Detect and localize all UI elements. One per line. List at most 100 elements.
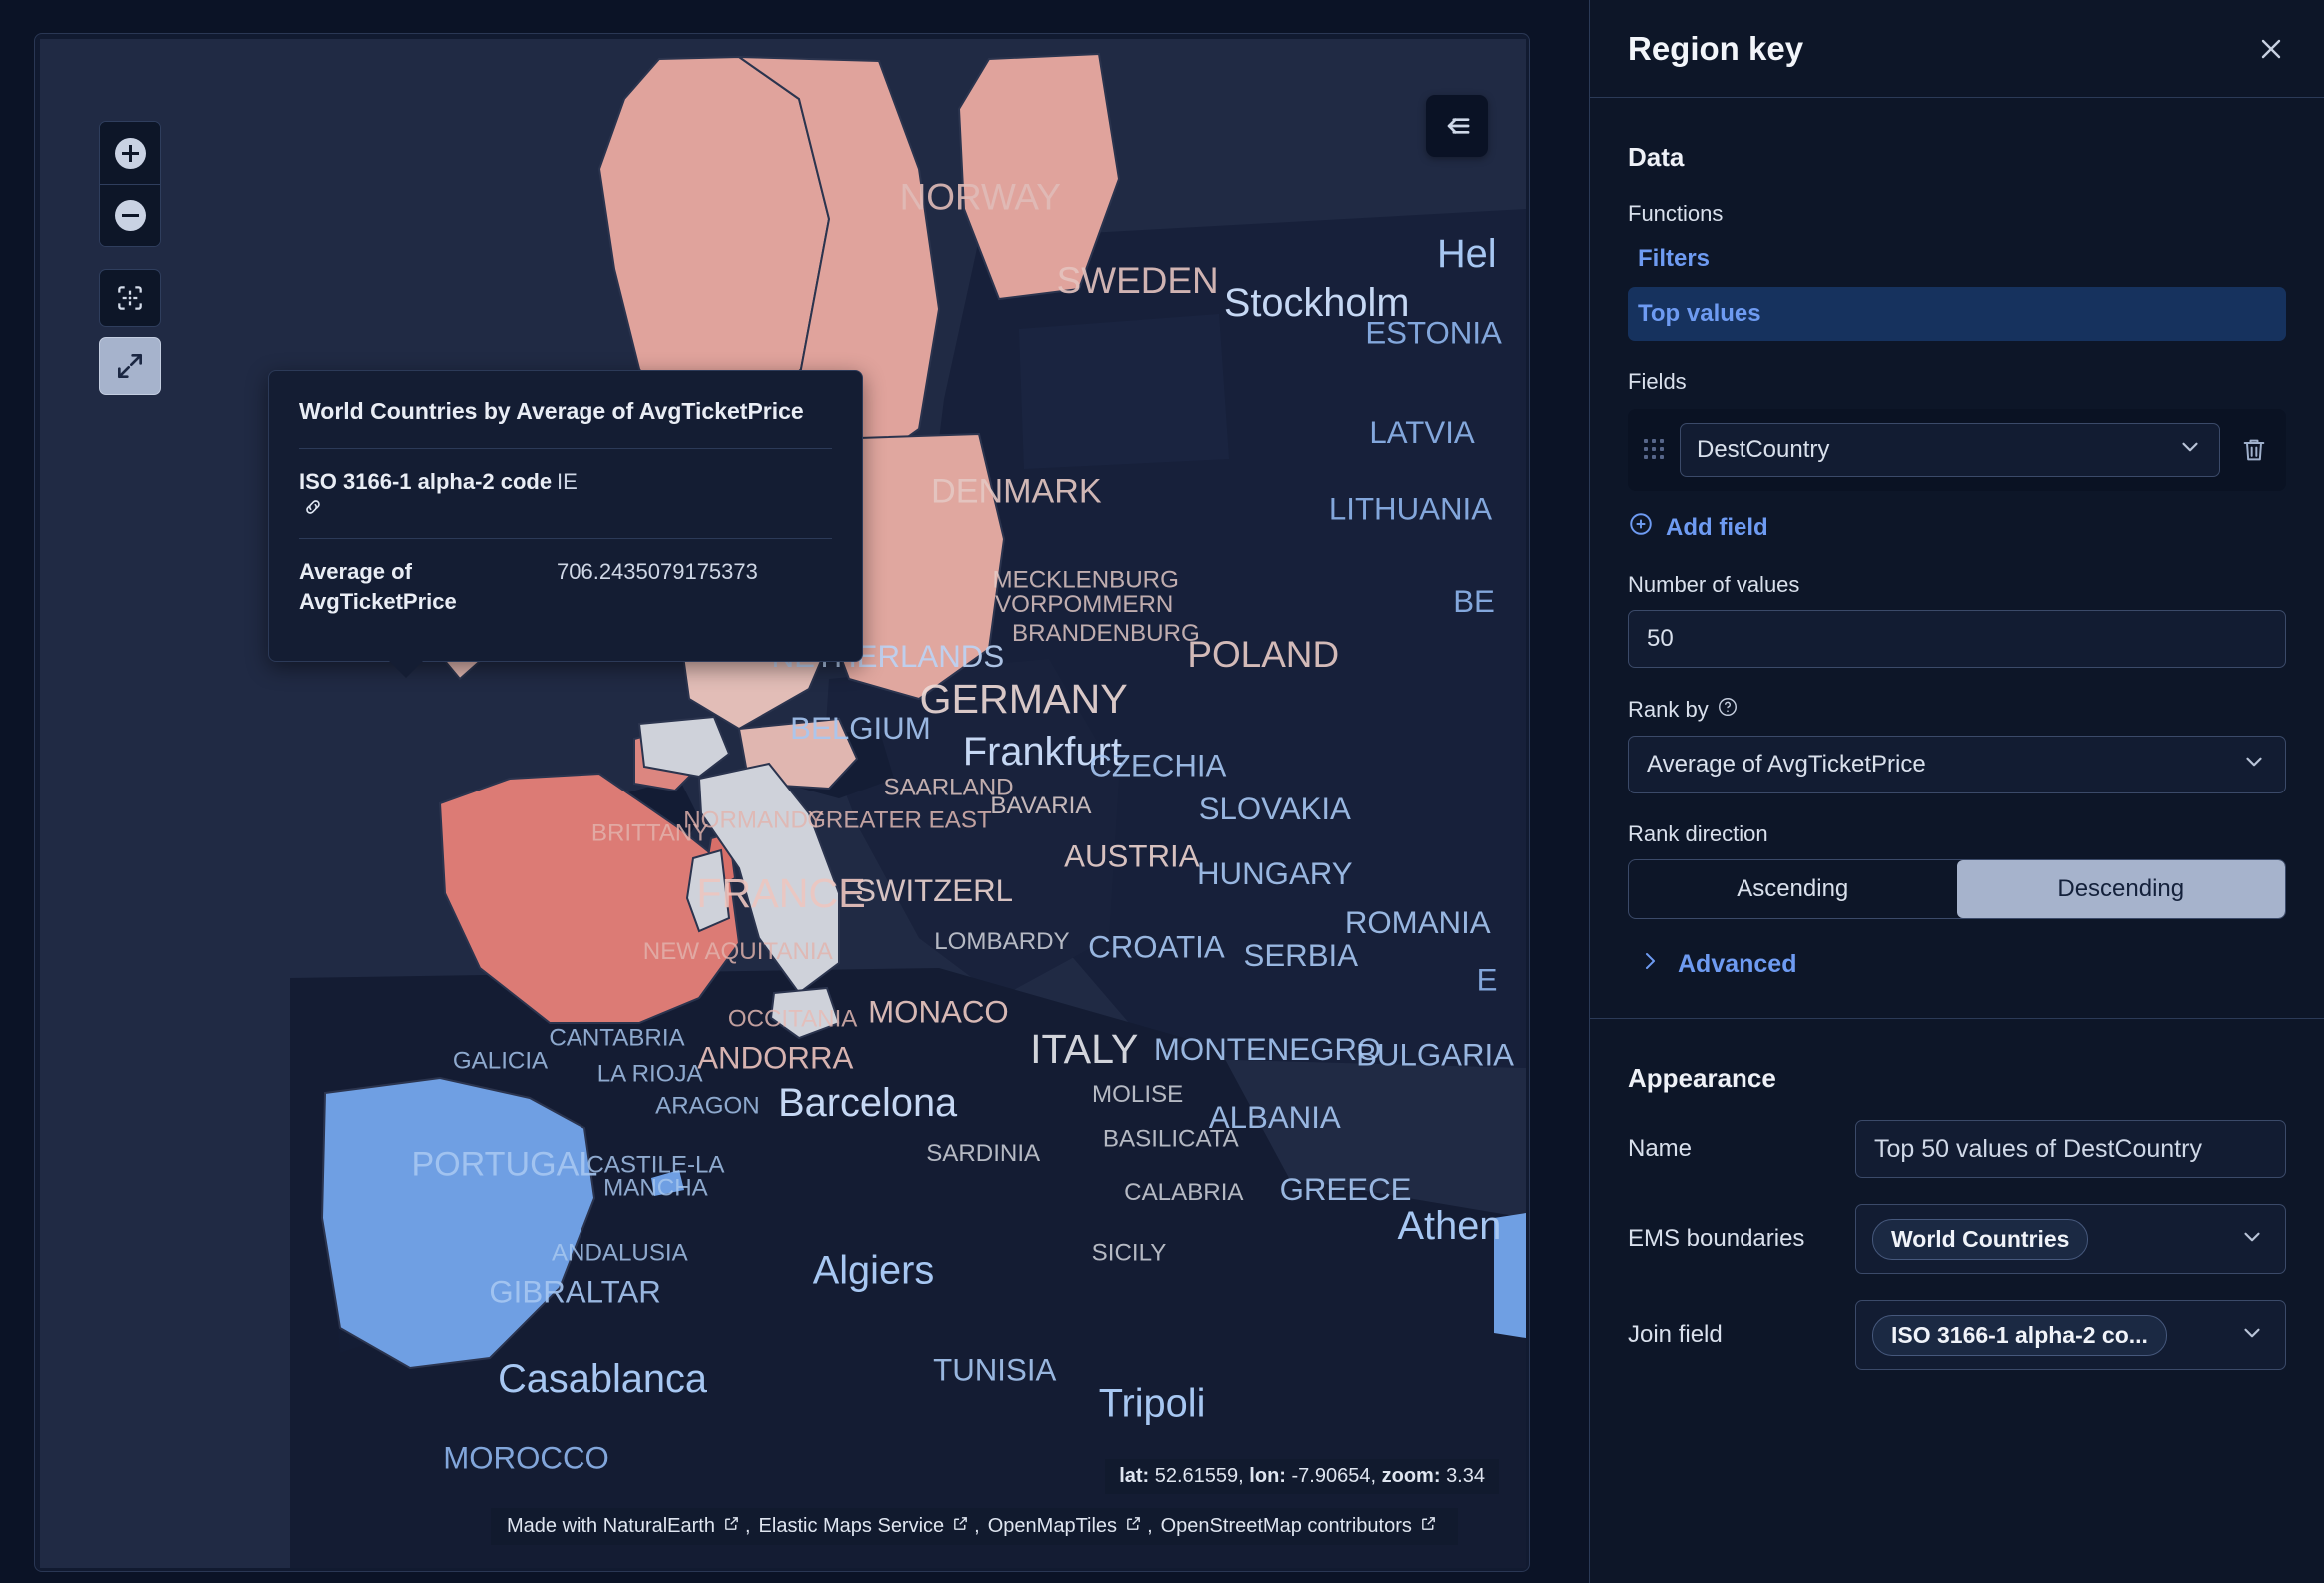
- map-label: E: [1477, 963, 1498, 998]
- external-link-icon: [723, 1515, 740, 1538]
- top-values-menu-item[interactable]: Top values: [1628, 287, 2286, 341]
- map-label: GIBRALTAR: [489, 1274, 660, 1309]
- field-select-value: DestCountry: [1697, 436, 1830, 463]
- rank-by-value: Average of AvgTicketPrice: [1647, 751, 1926, 778]
- external-link-icon: [952, 1515, 969, 1538]
- help-icon[interactable]: [1717, 696, 1739, 724]
- map-label: GALICIA: [453, 1048, 549, 1075]
- chevron-down-icon: [2177, 434, 2203, 467]
- ems-boundaries-select[interactable]: World Countries: [1855, 1204, 2286, 1274]
- map-label: PORTUGAL: [411, 1145, 597, 1183]
- map-label: LITHUANIA: [1329, 492, 1492, 527]
- map-label: BASILICATA: [1103, 1126, 1240, 1153]
- map-label: NORMANDY: [683, 807, 824, 834]
- coordinate-readout: lat: 52.61559, lon: -7.90654, zoom: 3.34: [1105, 1459, 1499, 1494]
- map-label: Tripoli: [1099, 1381, 1206, 1425]
- map-label: AUSTRIA: [1064, 839, 1200, 874]
- name-input[interactable]: Top 50 values of DestCountry: [1855, 1120, 2286, 1178]
- tooltip-row: Average of AvgTicketPrice 706.2435079175…: [299, 538, 832, 628]
- section-divider: [1590, 1018, 2324, 1019]
- rank-direction-label: Rank direction: [1628, 821, 1768, 846]
- country-france: [438, 772, 741, 1024]
- field-select[interactable]: DestCountry: [1680, 423, 2220, 477]
- number-of-values-value: 50: [1647, 625, 1674, 652]
- number-of-values-label: Number of values: [1628, 572, 1800, 597]
- trash-icon: [2243, 439, 2265, 461]
- delete-field-button[interactable]: [2234, 436, 2274, 464]
- tooltip-value: 706.2435079175373: [557, 559, 758, 585]
- map-label: SWITZERL: [855, 873, 1013, 908]
- map-label: LOMBARDY: [934, 928, 1069, 955]
- map-label: TUNISIA: [933, 1352, 1056, 1387]
- attribution-link-naturalearth[interactable]: Made with NaturalEarth: [507, 1515, 715, 1537]
- rank-direction-descending[interactable]: Descending: [1956, 860, 2285, 918]
- tooltip-key: ISO 3166-1 alpha-2 code: [299, 467, 557, 526]
- chevron-right-icon: [1638, 949, 1662, 980]
- map-label: DENMARK: [931, 472, 1102, 510]
- lon-label: lon:: [1249, 1465, 1286, 1487]
- map-label: HUNGARY: [1197, 856, 1353, 891]
- appearance-name-row: Name Top 50 values of DestCountry: [1628, 1120, 2286, 1178]
- country-greece-sliver: [1494, 1213, 1526, 1338]
- map-canvas[interactable]: NORWAY SWEDEN ESTONIA LATVIA LITHUANIA DENMAR…: [40, 39, 1526, 1568]
- map-label: CANTABRIA: [549, 1024, 685, 1051]
- fields-label: Fields: [1628, 369, 1687, 394]
- functions-label: Functions: [1628, 201, 1724, 226]
- map-label: Frankfurt: [963, 730, 1122, 774]
- map-label: ANDALUSIA: [552, 1240, 689, 1267]
- add-field-label: Add field: [1666, 513, 1768, 541]
- tooltip-key-text: ISO 3166-1 alpha-2 code: [299, 468, 553, 494]
- zoom-out-button[interactable]: [100, 184, 160, 246]
- map-label: LATVIA: [1369, 415, 1474, 450]
- join-field-value: ISO 3166-1 alpha-2 co...: [1872, 1314, 2167, 1356]
- map-label: MOLISE: [1092, 1081, 1183, 1108]
- tooltip-title: World Countries by Average of AvgTicketP…: [299, 398, 804, 424]
- panel-header: Region key: [1590, 0, 2324, 98]
- zoom-in-button[interactable]: [100, 122, 160, 184]
- map-label: Barcelona: [778, 1081, 958, 1125]
- map-label: Hel: [1437, 232, 1497, 276]
- map-area: NORWAY SWEDEN ESTONIA LATVIA LITHUANIA DENMAR…: [34, 33, 1530, 1572]
- chevron-down-icon: [2239, 1224, 2265, 1255]
- collapse-panel-button[interactable]: [1426, 95, 1488, 157]
- map-label: VORPOMMERN: [995, 591, 1173, 618]
- map-label: SAARLAND: [883, 774, 1013, 800]
- attribution-link-ems[interactable]: Elastic Maps Service: [758, 1515, 945, 1537]
- plus-icon: [114, 137, 146, 169]
- rank-direction-ascending[interactable]: Ascending: [1737, 875, 1849, 902]
- panel-body: Data Functions Filters Top values Fields…: [1590, 142, 2324, 1370]
- country-italy: [697, 762, 840, 995]
- zoom-value: 3.34: [1446, 1465, 1485, 1487]
- map-label: MONACO: [868, 994, 1009, 1029]
- rank-by-select[interactable]: Average of AvgTicketPrice: [1628, 736, 2286, 793]
- rank-direction-toggle[interactable]: Ascending Descending: [1628, 859, 2286, 919]
- advanced-label: Advanced: [1678, 950, 1797, 978]
- map-label: Athen: [1398, 1204, 1502, 1248]
- map-label: BRITTANY: [591, 820, 709, 847]
- ems-boundaries-label: EMS boundaries: [1628, 1225, 1805, 1252]
- map-label: ESTONIA: [1365, 316, 1502, 351]
- panel-title: Region key: [1628, 29, 1804, 67]
- arrow-left-lines-icon: [1447, 118, 1470, 134]
- link-icon[interactable]: [302, 496, 324, 526]
- map-zoom-controls[interactable]: [99, 121, 161, 247]
- map-label: MONTENEGRO: [1154, 1032, 1381, 1067]
- join-field-select[interactable]: ISO 3166-1 alpha-2 co...: [1855, 1300, 2286, 1370]
- attribution-link-osm[interactable]: OpenStreetMap contributors: [1160, 1515, 1412, 1537]
- map-label: BELGIUM: [790, 711, 931, 746]
- map-label: GREATER EAST: [807, 807, 992, 834]
- fit-to-data-button[interactable]: [99, 269, 161, 327]
- name-label: Name: [1628, 1135, 1693, 1162]
- add-field-button[interactable]: Add field: [1628, 511, 2286, 544]
- filters-menu-item[interactable]: Filters: [1638, 245, 1711, 272]
- fields-row: DestCountry: [1628, 409, 2286, 491]
- ems-boundaries-value: World Countries: [1872, 1218, 2089, 1260]
- lon-value: -7.90654: [1291, 1465, 1371, 1487]
- advanced-accordion[interactable]: Advanced: [1638, 949, 2286, 980]
- drag-handle-icon[interactable]: [1644, 439, 1666, 461]
- close-icon[interactable]: [2254, 32, 2288, 66]
- attribution-link-openmaptiles[interactable]: OpenMapTiles: [987, 1515, 1118, 1537]
- number-of-values-input[interactable]: 50: [1628, 610, 2286, 668]
- fullscreen-button[interactable]: [99, 337, 161, 395]
